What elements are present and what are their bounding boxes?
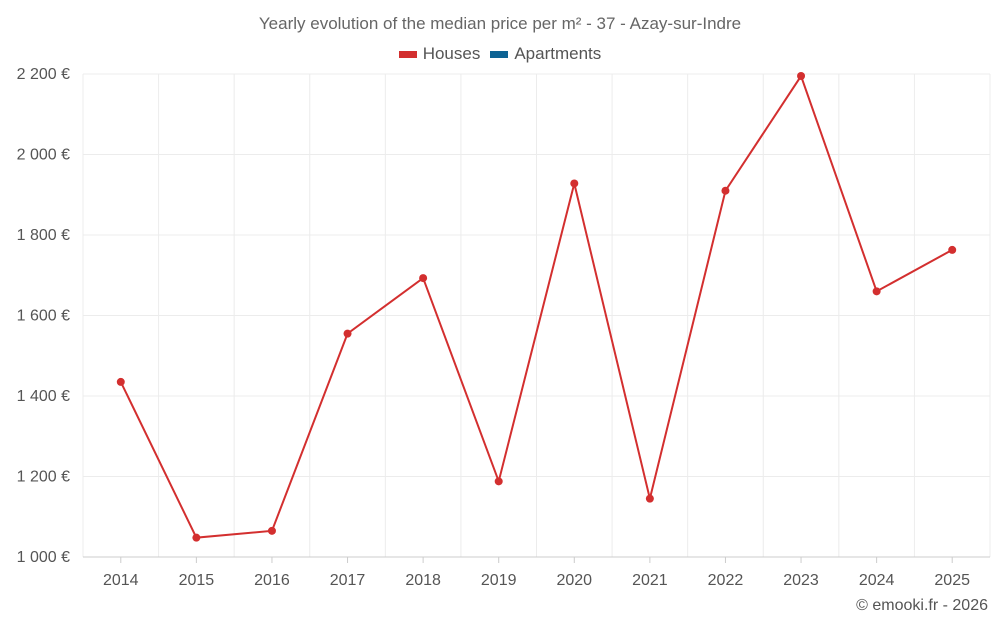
data-point[interactable] [494,477,503,486]
data-point[interactable] [343,329,352,338]
legend-item-houses[interactable]: Houses [398,44,481,64]
y-tick-label: 2 000 € [17,147,70,164]
y-tick-label: 1 000 € [17,549,70,566]
x-tick-label: 2023 [783,572,819,589]
legend-label-apartments: Apartments [514,44,602,63]
legend-label-houses: Houses [422,44,481,63]
x-tick-label: 2014 [103,572,139,589]
data-point[interactable] [797,72,806,81]
legend-swatch-houses [398,50,417,58]
data-point[interactable] [872,287,881,296]
y-tick-label: 1 800 € [17,227,70,244]
x-tick-label: 2016 [254,572,290,589]
y-tick-label: 2 200 € [17,66,70,83]
y-tick-label: 1 200 € [17,469,70,486]
x-tick-label: 2022 [708,572,744,589]
chart-title: Yearly evolution of the median price per… [258,14,742,33]
y-tick-label: 1 600 € [17,308,70,325]
data-point[interactable] [192,533,201,542]
data-point[interactable] [948,245,957,254]
x-tick-label: 2020 [556,572,592,589]
x-tick-label: 2015 [179,572,215,589]
data-point[interactable] [721,186,730,195]
legend-item-apartments[interactable]: Apartments [490,44,601,64]
copyright-footer: © emooki.fr - 2026 [856,597,988,614]
data-point[interactable] [267,526,276,535]
x-tick-label: 2017 [330,572,366,589]
legend-swatch-apartments [490,50,509,58]
data-point[interactable] [419,274,428,283]
y-tick-label: 1 400 € [17,388,70,405]
chart-legend: Houses Apartments [0,44,1000,64]
x-tick-label: 2019 [481,572,517,589]
x-tick-label: 2021 [632,572,668,589]
data-point[interactable] [116,377,125,386]
data-point[interactable] [645,494,654,503]
x-tick-label: 2018 [405,572,441,589]
series-line-houses [119,73,953,539]
x-tick-label: 2024 [859,572,895,589]
x-tick-label: 2025 [934,572,970,589]
data-point[interactable] [570,179,579,188]
